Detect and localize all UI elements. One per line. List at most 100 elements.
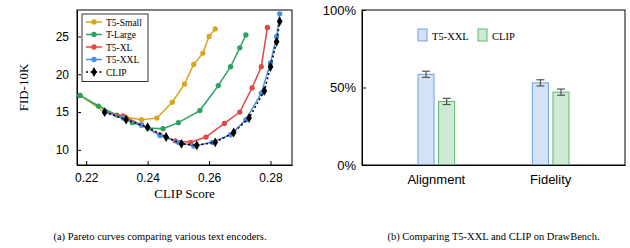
- x-axis-title: CLIP Score: [154, 186, 215, 201]
- point: [139, 117, 144, 122]
- point: [200, 50, 205, 55]
- y-axis-title: FID-10K: [16, 63, 31, 111]
- point: [176, 120, 181, 125]
- error-bar: [422, 71, 430, 77]
- point: [262, 86, 268, 96]
- tick-label: 0.22: [75, 171, 99, 185]
- point: [206, 34, 211, 39]
- tick-label: Alignment: [407, 172, 465, 187]
- point: [222, 121, 227, 126]
- legend-entry: T5-XXL: [418, 29, 469, 42]
- error-bar: [536, 80, 544, 86]
- legend-entry: T5-Small: [86, 18, 142, 28]
- tick: 50%: [330, 80, 366, 95]
- point: [228, 64, 233, 69]
- tick-mark: [271, 161, 272, 165]
- series-line: [105, 27, 268, 142]
- legend-box: [82, 14, 148, 82]
- point: [237, 45, 242, 50]
- bar: [439, 101, 455, 165]
- legend-entry: T5-XXL: [86, 55, 139, 65]
- tick-mark: [209, 161, 210, 165]
- point: [191, 62, 196, 67]
- error-bar: [557, 89, 565, 95]
- point: [102, 107, 108, 117]
- tick-label: 50%: [330, 80, 356, 95]
- tick-mark: [77, 112, 81, 113]
- point: [145, 122, 151, 132]
- plot-frame: [77, 10, 292, 165]
- x-axis: Alignment Fidelity: [363, 165, 626, 187]
- bar: [532, 83, 548, 165]
- tick-label: 0%: [337, 158, 356, 173]
- legend-swatch: [418, 29, 427, 41]
- legend-marker: [91, 67, 97, 77]
- bar: [553, 92, 569, 165]
- error-bar: [443, 98, 451, 104]
- legend-entry: T-Large: [86, 30, 136, 40]
- legend: T5-Small T-Large T5-XL T5-XXL CLIP: [82, 14, 148, 82]
- bar: [418, 74, 434, 165]
- tick-label: Fidelity: [530, 172, 572, 187]
- point: [246, 113, 252, 123]
- legend-marker: [91, 32, 96, 37]
- point: [277, 16, 283, 26]
- tick-label: 15: [56, 105, 70, 119]
- point: [154, 115, 159, 120]
- legend-label: T5-XL: [106, 43, 133, 53]
- tick-label: 100%: [323, 3, 357, 18]
- tick: Fidelity: [530, 165, 572, 187]
- panel-b: 0% 50% 100% Alignment Fidelity T5-XXL CLIP (b) …: [323, 3, 626, 243]
- point: [163, 132, 169, 142]
- tick: 100%: [323, 3, 366, 18]
- point: [231, 128, 237, 138]
- point: [277, 11, 282, 16]
- caption: (a) Pareto curves comparing various text…: [53, 231, 266, 243]
- figure: 0.220.240.260.2810152025T5-SmallT-LargeT…: [0, 0, 630, 248]
- tick-mark: [86, 161, 87, 165]
- tick-mark: [362, 88, 366, 89]
- point: [259, 64, 264, 69]
- point: [182, 81, 187, 86]
- legend-label: T5-XXL: [432, 31, 469, 42]
- point: [216, 83, 221, 88]
- tick-label: 10: [56, 143, 70, 157]
- legend-label: T5-Small: [106, 18, 142, 28]
- tick-label: 0.24: [136, 171, 160, 185]
- tick-mark: [77, 36, 81, 37]
- point: [123, 115, 129, 125]
- tick-label: 0.26: [198, 171, 222, 185]
- legend-marker: [91, 57, 96, 62]
- plot-frame: [362, 10, 625, 165]
- point: [77, 93, 82, 98]
- legend-marker: [91, 19, 96, 24]
- point: [160, 126, 165, 131]
- tick-label: 0.28: [259, 171, 283, 185]
- tick-mark: [148, 161, 149, 165]
- point: [274, 37, 280, 47]
- point: [96, 103, 101, 108]
- panel-a: 0.220.240.260.2810152025T5-SmallT-LargeT…: [16, 10, 293, 243]
- legend-label: CLIP: [492, 31, 515, 42]
- tick-mark: [77, 150, 81, 151]
- point: [237, 109, 242, 114]
- tick-label: 20: [56, 68, 70, 82]
- point: [179, 139, 185, 149]
- legend: T5-XXL CLIP: [418, 29, 515, 42]
- point: [170, 100, 175, 105]
- legend-entry: CLIP: [86, 67, 127, 77]
- tick-label: 25: [56, 30, 70, 44]
- legend-label: CLIP: [106, 68, 127, 78]
- legend-entry: T5-XL: [86, 43, 133, 53]
- legend-marker: [91, 44, 96, 49]
- legend-label: T5-XXL: [106, 55, 139, 65]
- point: [265, 25, 270, 30]
- point: [213, 26, 218, 31]
- legend-entry: CLIP: [478, 29, 515, 42]
- tick-mark: [77, 74, 81, 75]
- point: [194, 140, 200, 150]
- y-axis: 0% 50% 100%: [323, 3, 366, 173]
- series-line: [105, 21, 280, 145]
- point: [268, 62, 274, 72]
- caption: (b) Comparing T5-XXL and CLIP on DrawBen…: [387, 231, 599, 243]
